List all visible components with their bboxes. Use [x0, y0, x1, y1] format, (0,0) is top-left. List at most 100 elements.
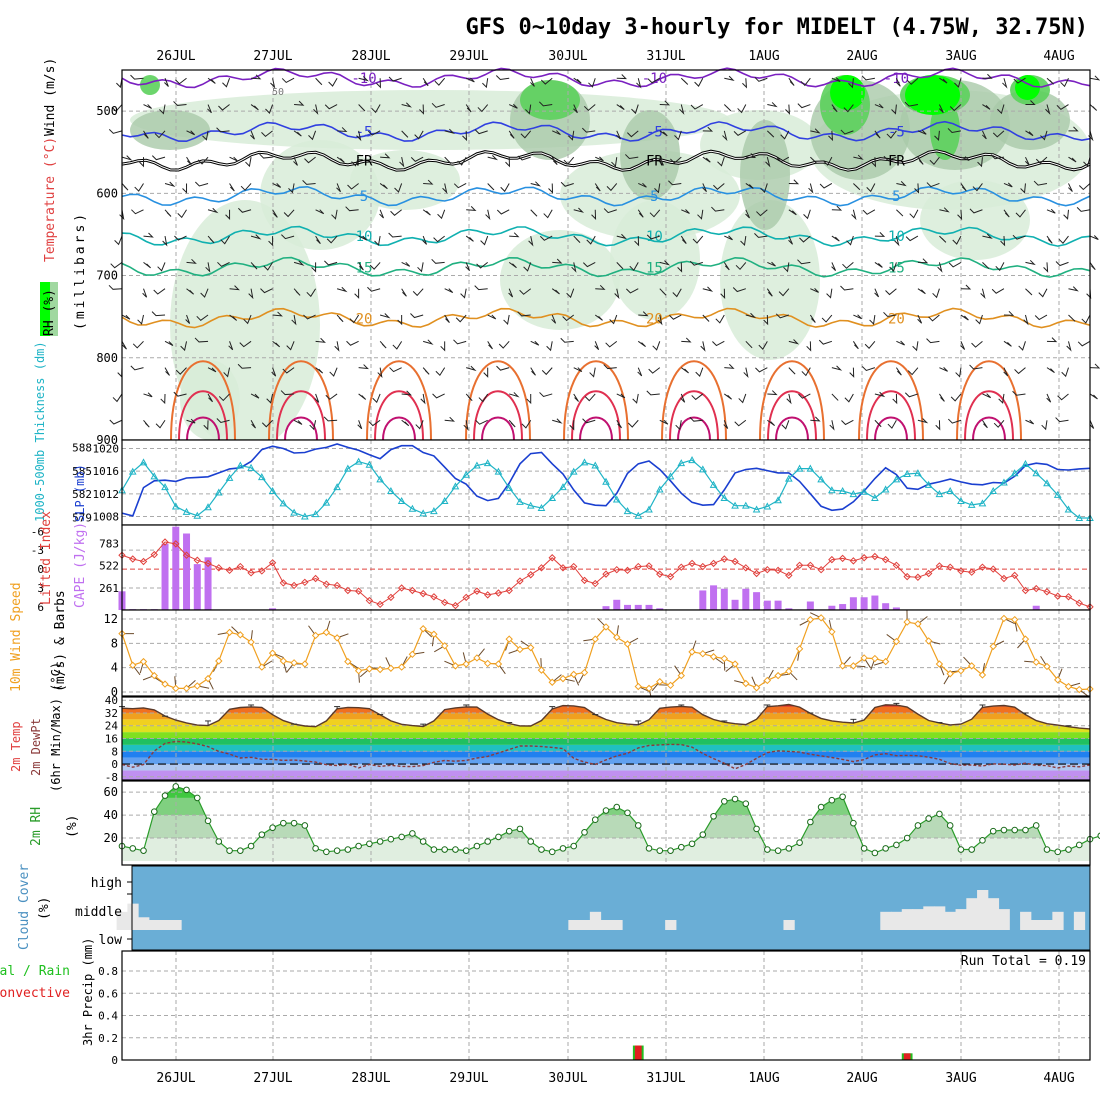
wind10-point: [860, 654, 868, 662]
wind-barb: [309, 420, 317, 431]
wind10-point: [204, 674, 212, 683]
wind-barb: [917, 418, 929, 424]
thickness-tick-582: 582: [72, 488, 92, 501]
li-point: [1021, 586, 1030, 595]
wind-barb: [694, 77, 704, 87]
cape-bar: [699, 590, 707, 610]
temp-arc-2-0: [268, 360, 334, 441]
temp2m-line: [121, 703, 1091, 730]
thickness-label: 1000-500mb Thickness (dm): [33, 341, 47, 522]
rh2m-point: [409, 830, 416, 837]
li-point: [483, 591, 492, 599]
wind-barb: [616, 104, 625, 110]
rh2m-point: [376, 838, 384, 845]
wind-barb: [960, 183, 967, 192]
rh2m-point: [172, 783, 180, 790]
wind-barb: [203, 420, 209, 431]
wind-barb: [939, 235, 947, 243]
wind-barb: [914, 183, 920, 194]
wind-barb: [216, 127, 230, 133]
temp2m-label: 2m Temp: [9, 721, 23, 772]
wind-barb: [222, 78, 231, 88]
wind-barb: [444, 128, 456, 134]
rh2m-point: [1065, 846, 1072, 853]
thickness-point: [268, 486, 277, 494]
temp-arc-9-1: [964, 390, 1014, 441]
cape-bar: [871, 595, 879, 610]
top-date-3AUG: 3AUG: [945, 49, 976, 64]
cape-bar: [656, 608, 664, 610]
wind-barb: [498, 340, 510, 349]
wind-barb: [272, 209, 278, 218]
rh-mid-area-3: [740, 120, 790, 230]
thickness-point: [752, 505, 761, 513]
wind-barb: [788, 339, 800, 345]
wind-barb: [861, 366, 876, 372]
rh2m-point: [1000, 826, 1008, 834]
cape-tick-783: 783: [99, 537, 119, 550]
wind-barb: [229, 285, 240, 291]
thickness-point: [828, 486, 836, 494]
wind-barb: [917, 156, 924, 165]
wind-barb: [460, 288, 467, 299]
li-point: [1000, 574, 1008, 583]
wind-barb: [315, 367, 324, 374]
wind-barb: [270, 78, 276, 89]
thickness-point: [655, 485, 664, 493]
wind10-point: [236, 631, 245, 639]
thickness-point: [795, 464, 804, 472]
wind-barb: [715, 314, 725, 324]
rh2m-point: [871, 849, 879, 857]
wind-barb: [394, 183, 403, 193]
li-point: [1064, 593, 1073, 601]
wind-barb: [401, 390, 412, 396]
wind-barb: [629, 262, 639, 272]
cape-bar: [753, 592, 761, 610]
temp-arc-6-0: [661, 360, 727, 441]
bottom-date-2AUG: 2AUG: [846, 1071, 877, 1086]
wind-barb: [724, 393, 732, 400]
wind-barb: [229, 156, 239, 162]
bottom-date-31JUL: 31JUL: [646, 1071, 685, 1086]
wind-barb: [453, 339, 467, 345]
top-date-30JUL: 30JUL: [548, 49, 587, 64]
wind-barb: [874, 288, 880, 298]
rh2m-point: [591, 816, 599, 824]
wind-barb: [508, 288, 514, 298]
wind-barb: [892, 393, 898, 405]
panel-border: [121, 609, 1091, 697]
rh2m-point: [247, 842, 255, 850]
rh-tick-60: 60: [104, 785, 118, 799]
thickness-point: [387, 486, 395, 494]
thickness-point: [247, 463, 255, 471]
wind-barb: [186, 258, 197, 264]
wind-barb: [259, 153, 273, 159]
wind-barb: [826, 288, 833, 299]
temp-arc-9-0: [956, 360, 1022, 441]
cloud-block: [138, 917, 150, 930]
wind-barb: [972, 183, 983, 192]
wind-barb: [781, 420, 790, 430]
thickness-point: [397, 497, 406, 505]
li-point: [430, 593, 438, 601]
rh-light-area-4: [610, 200, 700, 320]
rh2m-point: [333, 847, 341, 854]
wind-barb: [260, 288, 273, 294]
wind-barb: [689, 260, 703, 266]
wind-barb: [938, 104, 944, 113]
wind-barb: [842, 262, 854, 269]
wind-barb: [283, 209, 295, 218]
temp-band-0: [122, 770, 1090, 780]
cloud-block: [568, 920, 580, 930]
rh2m-point: [269, 824, 276, 832]
thickness-point: [257, 473, 266, 481]
wind-barb: [560, 337, 574, 343]
wind-barb: [993, 419, 1005, 428]
wind-barb: [939, 77, 948, 84]
wind-barb: [282, 367, 295, 374]
wind-barb: [1003, 182, 1013, 188]
li-point: [279, 579, 288, 587]
wind-barb: [379, 313, 391, 319]
wind-barb: [433, 235, 445, 243]
wind-barb: [568, 130, 575, 141]
